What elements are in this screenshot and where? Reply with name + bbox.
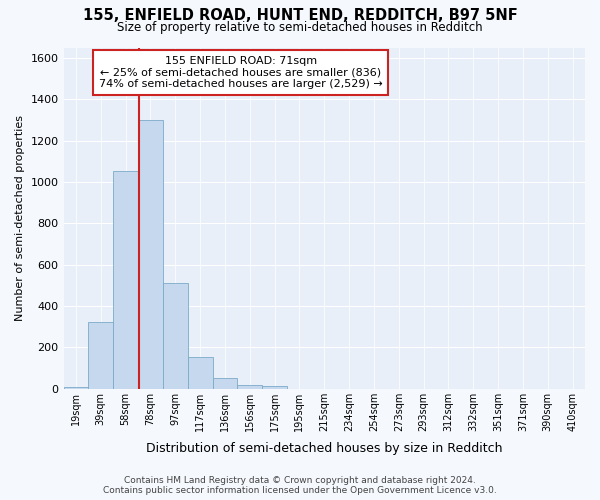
Bar bbox=[212, 378, 238, 388]
Text: 155 ENFIELD ROAD: 71sqm
← 25% of semi-detached houses are smaller (836)
74% of s: 155 ENFIELD ROAD: 71sqm ← 25% of semi-de… bbox=[99, 56, 383, 89]
Bar bbox=[262, 386, 287, 388]
Bar bbox=[188, 356, 212, 388]
Text: 155, ENFIELD ROAD, HUNT END, REDDITCH, B97 5NF: 155, ENFIELD ROAD, HUNT END, REDDITCH, B… bbox=[83, 8, 517, 22]
Bar bbox=[238, 384, 262, 388]
Text: Contains HM Land Registry data © Crown copyright and database right 2024.
Contai: Contains HM Land Registry data © Crown c… bbox=[103, 476, 497, 495]
Bar bbox=[113, 170, 138, 388]
Y-axis label: Number of semi-detached properties: Number of semi-detached properties bbox=[15, 115, 25, 321]
Bar bbox=[163, 284, 188, 389]
Bar bbox=[88, 322, 113, 388]
Bar bbox=[64, 386, 88, 388]
X-axis label: Distribution of semi-detached houses by size in Redditch: Distribution of semi-detached houses by … bbox=[146, 442, 503, 455]
Text: Size of property relative to semi-detached houses in Redditch: Size of property relative to semi-detach… bbox=[117, 21, 483, 34]
Bar bbox=[138, 120, 163, 388]
